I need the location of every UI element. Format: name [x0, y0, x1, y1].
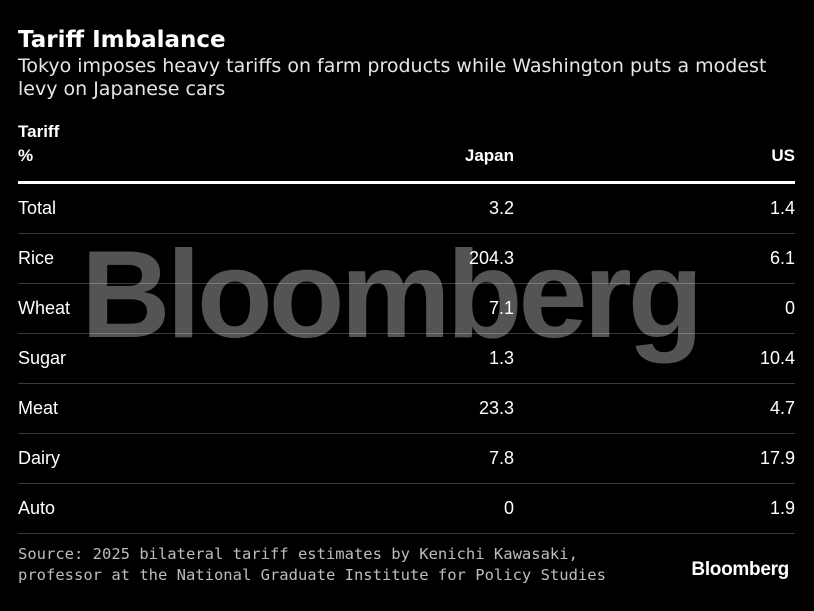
table-row: Total 3.2 1.4: [18, 184, 795, 234]
japan-value: 7.1: [488, 298, 514, 318]
us-value: 1.9: [769, 498, 795, 518]
source-note: Source: 2025 bilateral tariff estimates …: [18, 545, 606, 584]
us-value: 0: [784, 298, 795, 318]
table-row: Dairy 7.8 17.9: [18, 434, 795, 484]
japan-value: 204.3: [468, 248, 514, 268]
japan-value: 23.3: [478, 398, 514, 418]
row-label: Auto: [18, 498, 56, 518]
table-row: Sugar 1.3 10.4: [18, 334, 795, 384]
row-label: Wheat: [18, 298, 71, 318]
table-row: Auto 0 1.9: [18, 484, 795, 534]
row-label: Rice: [18, 248, 55, 268]
row-label: Meat: [18, 398, 59, 418]
table-header: Tariff % Japan US: [18, 120, 795, 181]
japan-value: 3.2: [488, 198, 514, 218]
bloomberg-logo: Bloomberg: [691, 559, 789, 580]
header-us: US: [771, 146, 795, 165]
us-value: 4.7: [769, 398, 795, 418]
us-value: 10.4: [759, 348, 795, 368]
header-percent-text: %: [18, 146, 34, 165]
table-row: Rice 204.3 6.1: [18, 234, 795, 284]
table-row: Wheat 7.1 0: [18, 284, 795, 334]
japan-value: 7.8: [488, 448, 514, 468]
table-row: Meat 23.3 4.7: [18, 384, 795, 434]
row-label: Total: [18, 198, 57, 218]
table-body: Total 3.2 1.4 Rice 204.3 6.1 Wheat 7.1 0 Sugar 1.3…: [18, 184, 795, 534]
us-value: 6.1: [769, 248, 795, 268]
us-value: 1.4: [769, 198, 795, 218]
chart-subtitle: Tokyo imposes heavy tariffs on farm prod…: [18, 55, 767, 100]
japan-value: 0: [503, 498, 514, 518]
header-japan: Japan: [464, 146, 514, 165]
tariff-table: Tariff % Japan US Total 3.2 1.4 Rice 204.3 6.…: [18, 120, 795, 534]
japan-value: 1.3: [488, 348, 514, 368]
chart-title: Tariff Imbalance: [18, 27, 226, 53]
header-rule: [18, 181, 795, 184]
row-label: Dairy: [18, 448, 61, 468]
header-tariff-text: Tariff: [18, 122, 60, 141]
us-value: 17.9: [759, 448, 795, 468]
header-tariff-label: Tariff %: [18, 120, 59, 168]
row-label: Sugar: [18, 348, 67, 368]
